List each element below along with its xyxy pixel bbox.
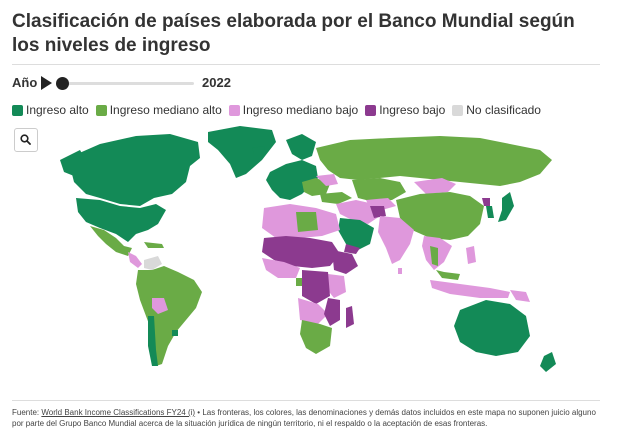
legend-swatch — [228, 104, 240, 116]
year-slider-thumb[interactable] — [56, 77, 69, 90]
region-afghanistan[interactable] — [370, 206, 386, 218]
region-east-africa[interactable] — [326, 274, 346, 298]
legend-item-high[interactable]: Ingreso alto — [12, 103, 89, 117]
region-thailand[interactable] — [430, 246, 438, 266]
region-libya[interactable] — [296, 212, 318, 232]
region-malaysia[interactable] — [436, 270, 460, 280]
region-caribbean[interactable] — [144, 242, 164, 248]
region-south-america[interactable] — [136, 266, 202, 366]
legend-item-low[interactable]: Ingreso bajo — [365, 103, 445, 117]
legend-item-lower-middle[interactable]: Ingreso mediano bajo — [228, 103, 359, 117]
region-ukraine[interactable] — [316, 174, 338, 186]
region-japan[interactable] — [498, 192, 514, 222]
region-horn-africa[interactable] — [332, 250, 358, 274]
region-madagascar[interactable] — [346, 306, 354, 328]
region-chile[interactable] — [148, 316, 158, 366]
play-icon[interactable] — [41, 76, 52, 90]
region-turkey[interactable] — [320, 192, 352, 204]
legend-swatch — [95, 104, 107, 116]
legend: Ingreso alto Ingreso mediano alto Ingres… — [12, 102, 548, 118]
region-uruguay[interactable] — [172, 330, 178, 336]
legend-label: No clasificado — [466, 103, 541, 117]
year-label: Año — [12, 75, 38, 90]
region-middle-east[interactable] — [336, 200, 380, 224]
disclaimer-text: • Las fronteras, los colores, las denomi… — [12, 408, 596, 428]
region-canada[interactable] — [68, 134, 200, 206]
footer-divider — [12, 400, 600, 401]
legend-swatch — [452, 104, 464, 116]
world-map[interactable] — [40, 120, 600, 392]
header-divider — [12, 64, 600, 65]
region-png[interactable] — [510, 290, 530, 302]
region-philippines[interactable] — [466, 246, 476, 264]
region-indonesia[interactable] — [430, 280, 510, 298]
legend-item-unclassified[interactable]: No clasificado — [452, 103, 541, 117]
source-footer: Fuente: World Bank Income Classification… — [12, 407, 602, 429]
region-north-korea[interactable] — [482, 198, 490, 206]
legend-swatch — [12, 104, 23, 116]
region-korea[interactable] — [486, 206, 494, 218]
legend-label: Ingreso mediano alto — [109, 103, 222, 117]
search-button[interactable] — [14, 128, 38, 152]
region-mongolia[interactable] — [414, 178, 456, 194]
region-china[interactable] — [396, 192, 484, 240]
region-sri-lanka[interactable] — [398, 268, 402, 274]
region-alaska[interactable] — [60, 150, 88, 176]
region-arabia[interactable] — [338, 218, 374, 250]
region-iceland[interactable] — [252, 146, 266, 154]
region-central-asia[interactable] — [352, 178, 406, 202]
region-scandinavia[interactable] — [286, 134, 316, 160]
legend-label: Ingreso bajo — [379, 103, 446, 117]
region-southern-africa[interactable] — [300, 320, 332, 354]
region-central-america[interactable] — [128, 252, 142, 268]
year-slider-row: Año 2022 — [12, 74, 252, 92]
source-prefix: Fuente: — [12, 408, 40, 417]
legend-swatch — [365, 104, 377, 116]
legend-item-upper-middle[interactable]: Ingreso mediano alto — [95, 103, 222, 117]
region-australia[interactable] — [454, 300, 530, 356]
source-link[interactable]: World Bank Income Classifications FY24 (… — [41, 408, 196, 417]
region-yemen[interactable] — [344, 244, 360, 254]
legend-label: Ingreso alto — [26, 103, 89, 117]
region-venezuela[interactable] — [144, 256, 162, 270]
region-angola[interactable] — [298, 298, 328, 324]
region-russia[interactable] — [316, 136, 552, 186]
region-new-zealand[interactable] — [540, 352, 556, 372]
legend-label: Ingreso mediano bajo — [242, 103, 359, 117]
region-mozambique[interactable] — [324, 298, 340, 326]
map-title: Clasificación de países elaborada por el… — [12, 11, 575, 56]
region-west-africa[interactable] — [262, 258, 300, 278]
search-icon — [20, 134, 31, 145]
region-india[interactable] — [378, 216, 414, 264]
region-central-africa[interactable] — [302, 270, 330, 304]
region-mexico[interactable] — [90, 226, 132, 256]
region-sahel[interactable] — [262, 236, 340, 268]
region-bolivia[interactable] — [152, 298, 168, 314]
region-usa[interactable] — [76, 198, 166, 242]
year-value: 2022 — [202, 75, 231, 90]
year-slider-track[interactable] — [64, 82, 194, 85]
region-greenland[interactable] — [208, 126, 276, 178]
